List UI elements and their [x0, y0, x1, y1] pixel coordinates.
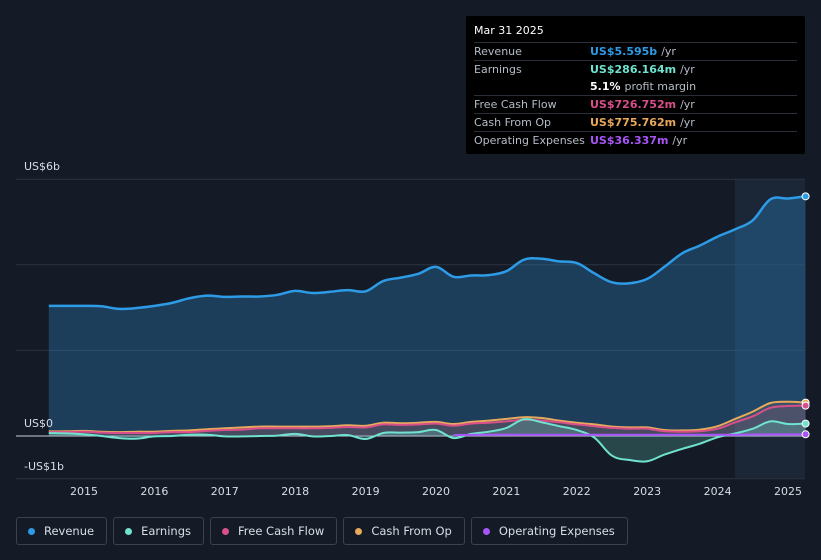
tooltip-row-value: US$5.595b [590, 45, 658, 58]
x-axis-labels: 2015 2016 2017 2018 2019 2020 2021 2022 2023 2024… [70, 485, 802, 498]
tooltip-row-label: Earnings [474, 63, 522, 76]
tooltip-row-value: US$726.752m [590, 98, 677, 111]
x-tick-label: 2021 [492, 485, 520, 498]
tooltip-row-label: Revenue [474, 45, 522, 58]
tooltip-row-label: Free Cash Flow [474, 98, 557, 111]
operating-expenses-line [453, 433, 806, 437]
y-tick-label: US$0 [24, 417, 53, 430]
revenue-end-point [801, 192, 810, 201]
x-tick-label: 2020 [422, 485, 450, 498]
revenue-area [48, 196, 806, 436]
tooltip-rows: Revenue US$5.595b/yr Earnings US$286.164m/y… [474, 42, 797, 149]
tooltip-row-label: Cash From Op [474, 116, 552, 129]
revenue-line [48, 195, 806, 311]
forecast-highlight [735, 179, 805, 478]
x-tick-label: 2016 [140, 485, 168, 498]
x-tick-label: 2023 [633, 485, 661, 498]
tooltip-row-unit: /yr [672, 134, 688, 147]
tooltip-row: Cash From Op US$775.762m/yr [474, 113, 797, 131]
y-tick-label: US$6b [24, 160, 60, 173]
earnings-area [48, 419, 806, 462]
x-tick-label: 2022 [563, 485, 591, 498]
tooltip-row-unit: /yr [661, 45, 676, 58]
x-tick-label: 2015 [70, 485, 98, 498]
legend-label: Free Cash Flow [238, 524, 325, 538]
free-cash-flow-end-point [801, 401, 810, 410]
legend-label: Cash From Op [371, 524, 452, 538]
x-tick-label: 2017 [211, 485, 239, 498]
free-cash-flow-line [48, 404, 806, 435]
x-tick-label: 2024 [704, 485, 732, 498]
earnings-line [48, 418, 806, 463]
tooltip-row-unit: /yr [680, 63, 695, 76]
tooltip-row-value: US$286.164m [590, 63, 677, 76]
legend-label: Earnings [141, 524, 191, 538]
tooltip-row: Operating Expenses US$36.337m/yr [474, 131, 797, 149]
earnings-end-point [801, 419, 810, 428]
legend-item-free-cash-flow[interactable]: Free Cash Flow [210, 517, 338, 545]
legend-dot-icon [355, 527, 363, 535]
tooltip: Mar 31 2025 Revenue US$5.595b/yr Earnings U… [466, 16, 805, 154]
tooltip-row: 5.1% profit margin [474, 78, 797, 95]
operating-expenses-end-point [801, 430, 810, 439]
cash-from-op-line [48, 400, 806, 434]
tooltip-row-value: 5.1% [590, 80, 621, 93]
tooltip-row-unit: profit margin [624, 80, 697, 93]
series-layer [48, 192, 810, 463]
tooltip-row-label [474, 78, 590, 95]
tooltip-row-unit: /yr [680, 98, 695, 111]
tooltip-row: Revenue US$5.595b/yr [474, 42, 797, 60]
legend-dot-icon [482, 527, 490, 535]
y-tick-label: -US$1b [24, 460, 64, 473]
legend-item-cash-from-op[interactable]: Cash From Op [343, 517, 465, 545]
legend-label: Revenue [44, 524, 95, 538]
legend-item-earnings[interactable]: Earnings [113, 517, 204, 545]
legend-dot-icon [28, 527, 35, 535]
legend-item-operating-expenses[interactable]: Operating Expenses [470, 517, 628, 545]
tooltip-date: Mar 31 2025 [474, 24, 544, 37]
tooltip-row-label: Operating Expenses [474, 134, 585, 147]
x-tick-label: 2019 [352, 485, 380, 498]
legend-dot-icon [125, 527, 133, 535]
legend-label: Operating Expenses [498, 524, 615, 538]
legend-item-revenue[interactable]: Revenue [16, 517, 108, 545]
legend: Revenue Earnings Free Cash Flow Cash From O… [16, 517, 628, 545]
tooltip-row-value: US$36.337m [590, 134, 669, 147]
tooltip-row: Earnings US$286.164m/yr [474, 60, 797, 78]
y-axis-labels: US$6b US$0 -US$1b [24, 160, 64, 473]
tooltip-row: Free Cash Flow US$726.752m/yr [474, 95, 797, 113]
tooltip-row-value: US$775.762m [590, 116, 677, 129]
x-tick-label: 2025 [774, 485, 802, 498]
tooltip-row-unit: /yr [680, 116, 695, 129]
legend-dot-icon [222, 527, 229, 535]
gridlines [16, 178, 805, 480]
x-tick-label: 2018 [281, 485, 309, 498]
